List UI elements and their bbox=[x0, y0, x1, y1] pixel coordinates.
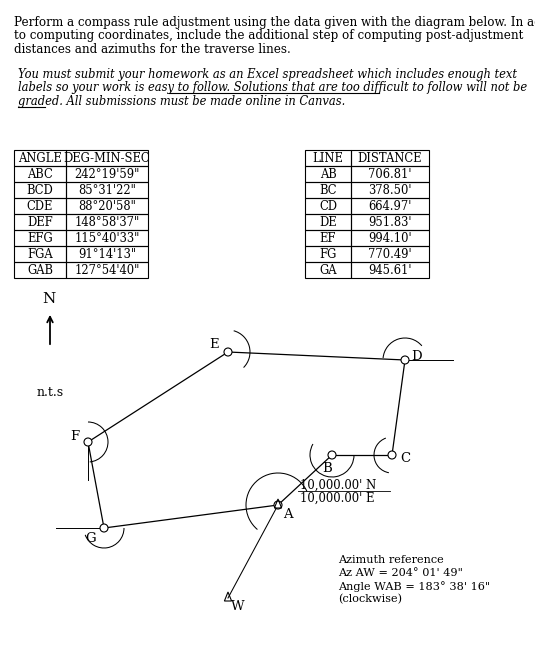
Text: FG: FG bbox=[319, 248, 337, 260]
Text: 91°14'13": 91°14'13" bbox=[78, 248, 136, 260]
Text: 242°19'59": 242°19'59" bbox=[74, 167, 140, 181]
Text: N: N bbox=[42, 292, 56, 306]
Text: 770.49': 770.49' bbox=[368, 248, 412, 260]
Circle shape bbox=[84, 438, 92, 446]
Text: W: W bbox=[231, 600, 245, 612]
Text: n.t.s: n.t.s bbox=[36, 386, 64, 399]
Text: 127°54'40": 127°54'40" bbox=[74, 264, 140, 277]
Bar bbox=[66, 230, 148, 246]
Text: (clockwise): (clockwise) bbox=[338, 594, 402, 604]
Bar bbox=[305, 166, 351, 182]
Text: BCD: BCD bbox=[27, 183, 54, 196]
Bar bbox=[66, 262, 148, 278]
Bar bbox=[351, 150, 429, 166]
Text: Angle WAB = 183° 38' 16": Angle WAB = 183° 38' 16" bbox=[338, 581, 490, 592]
Text: A: A bbox=[283, 509, 293, 521]
Circle shape bbox=[224, 348, 232, 356]
Text: You must submit your homework as an Excel spreadsheet which includes enough text: You must submit your homework as an Exce… bbox=[18, 68, 517, 81]
Text: Azimuth reference: Azimuth reference bbox=[338, 555, 444, 565]
Bar bbox=[351, 214, 429, 230]
Text: EFG: EFG bbox=[27, 231, 53, 244]
Text: F: F bbox=[71, 430, 80, 444]
Bar bbox=[14, 230, 66, 246]
Text: graded. All submissions must be made online in Canvas.: graded. All submissions must be made onl… bbox=[18, 95, 345, 108]
Text: GAB: GAB bbox=[27, 264, 53, 277]
Bar bbox=[305, 230, 351, 246]
Text: DISTANCE: DISTANCE bbox=[358, 152, 422, 165]
Bar bbox=[66, 166, 148, 182]
Bar bbox=[305, 262, 351, 278]
Circle shape bbox=[401, 356, 409, 364]
Bar bbox=[66, 198, 148, 214]
Text: 664.97': 664.97' bbox=[368, 200, 412, 212]
Bar bbox=[351, 166, 429, 182]
Bar bbox=[66, 182, 148, 198]
Circle shape bbox=[328, 451, 336, 459]
Circle shape bbox=[100, 524, 108, 532]
Bar bbox=[351, 198, 429, 214]
Text: DE: DE bbox=[319, 215, 337, 229]
Text: G: G bbox=[86, 532, 96, 544]
Text: 951.83': 951.83' bbox=[368, 215, 412, 229]
Text: CD: CD bbox=[319, 200, 337, 212]
Text: to computing coordinates, include the additional step of computing post-adjustme: to computing coordinates, include the ad… bbox=[14, 30, 523, 42]
Text: GA: GA bbox=[319, 264, 337, 277]
Text: 378.50': 378.50' bbox=[368, 183, 412, 196]
Text: EF: EF bbox=[320, 231, 337, 244]
Text: DEF: DEF bbox=[27, 215, 53, 229]
Bar bbox=[351, 182, 429, 198]
Text: 88°20'58": 88°20'58" bbox=[78, 200, 136, 212]
Text: LINE: LINE bbox=[312, 152, 343, 165]
Bar bbox=[14, 150, 66, 166]
Bar bbox=[305, 214, 351, 230]
Text: AB: AB bbox=[319, 167, 337, 181]
Bar bbox=[14, 246, 66, 262]
Bar bbox=[351, 246, 429, 262]
Text: D: D bbox=[412, 349, 422, 362]
Text: 10,000.00' N: 10,000.00' N bbox=[300, 478, 376, 492]
Circle shape bbox=[388, 451, 396, 459]
Text: C: C bbox=[400, 453, 410, 465]
Bar bbox=[66, 246, 148, 262]
Text: Perform a compass rule adjustment using the data given with the diagram below. I: Perform a compass rule adjustment using … bbox=[14, 16, 535, 29]
Text: 148°58'37": 148°58'37" bbox=[74, 215, 140, 229]
Text: B: B bbox=[322, 463, 332, 476]
Text: 115°40'33": 115°40'33" bbox=[74, 231, 140, 244]
Bar bbox=[351, 262, 429, 278]
Bar bbox=[305, 246, 351, 262]
Bar bbox=[351, 230, 429, 246]
Bar bbox=[14, 214, 66, 230]
Text: DEG-MIN-SEC: DEG-MIN-SEC bbox=[64, 152, 150, 165]
Text: labels so your work is easy to follow. Solutions that are too difficult to follo: labels so your work is easy to follow. S… bbox=[18, 82, 527, 94]
Text: ANGLE: ANGLE bbox=[18, 152, 62, 165]
Bar bbox=[14, 166, 66, 182]
Text: 85°31'22": 85°31'22" bbox=[78, 183, 136, 196]
Text: FGA: FGA bbox=[27, 248, 53, 260]
Text: BC: BC bbox=[319, 183, 337, 196]
Bar bbox=[305, 182, 351, 198]
Text: Az AW = 204° 01' 49": Az AW = 204° 01' 49" bbox=[338, 568, 463, 578]
Bar bbox=[14, 198, 66, 214]
Text: 10,000.00' E: 10,000.00' E bbox=[300, 492, 374, 505]
Bar bbox=[14, 262, 66, 278]
Bar bbox=[66, 150, 148, 166]
Text: ABC: ABC bbox=[27, 167, 53, 181]
Text: 994.10': 994.10' bbox=[368, 231, 412, 244]
Text: CDE: CDE bbox=[27, 200, 53, 212]
Text: 945.61': 945.61' bbox=[368, 264, 412, 277]
Text: E: E bbox=[209, 337, 219, 351]
Bar bbox=[305, 150, 351, 166]
Bar bbox=[305, 198, 351, 214]
Bar bbox=[66, 214, 148, 230]
Text: distances and azimuths for the traverse lines.: distances and azimuths for the traverse … bbox=[14, 43, 291, 56]
Bar bbox=[14, 182, 66, 198]
Circle shape bbox=[274, 501, 282, 509]
Text: 706.81': 706.81' bbox=[368, 167, 412, 181]
